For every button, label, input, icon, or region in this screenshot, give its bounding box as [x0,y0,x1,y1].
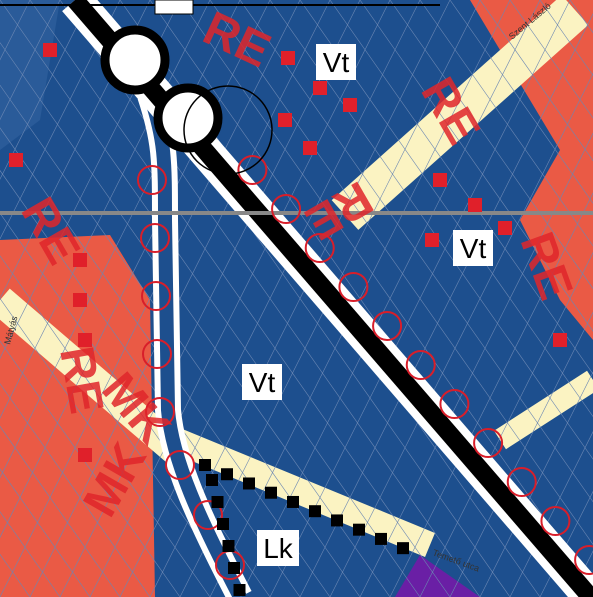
marker [433,173,447,187]
parcel-line [479,371,593,597]
protection-circle [372,311,403,341]
boundary-dot [228,562,240,574]
marker [343,98,357,112]
protection-circle [165,450,195,480]
frame-tab [154,0,194,15]
protection-circle [140,223,170,253]
marker [9,153,23,167]
road [0,288,185,462]
parcel-line [389,0,593,290]
marker [303,141,317,155]
parcel-line [389,192,593,597]
parcel-line [509,431,593,597]
zone-label-text: Vt [323,47,350,78]
marker [78,448,92,462]
marker [73,253,87,267]
label-box [453,230,493,266]
protection-circle [237,155,268,185]
protection-circle [439,389,470,419]
protection-circle [405,350,436,380]
zone-label: Vt [316,44,356,80]
station [100,25,170,95]
zone-code: RE [49,343,113,418]
protection-circle [271,194,302,224]
boundary-dot [375,532,387,545]
boundary-dot [233,584,246,596]
label-box [242,364,282,400]
station [153,83,223,153]
marker [73,293,87,307]
protection-circle [473,428,504,458]
protection-circle [304,233,335,263]
boundary-dot [243,477,255,490]
zone-label: Vt [453,230,493,266]
markers [9,43,593,596]
parcel-line [509,0,593,119]
protection-circle [142,339,172,369]
label-box [257,530,299,566]
label-box [316,44,356,80]
marker [553,333,567,347]
protection-circle [141,281,171,311]
boundary-dot [353,523,365,536]
zone-label-text: Vt [249,367,276,398]
boundary-dot [309,505,321,518]
road [170,427,435,558]
parcel-line [539,490,593,597]
marker [498,221,512,235]
zone-label-text: Lk [263,533,294,564]
boundary-dot [222,540,235,552]
marker [281,51,295,65]
parcel-line [419,252,593,597]
boundary-dot [287,495,299,508]
boundary-dot [211,496,224,508]
protection-circle [506,467,537,497]
boundary-dot [331,514,343,527]
marker [313,81,327,95]
marker [468,198,482,212]
purple-zone [395,555,480,597]
protection-circle [145,397,175,427]
boundary-dot [397,542,409,555]
zone-label: Lk [257,530,299,566]
boundary-dot [217,518,229,530]
parcel-line [359,132,593,597]
road [331,0,589,230]
protection-circle [574,545,593,575]
marker [278,113,292,127]
boundary-dot [265,486,277,499]
marker [425,233,439,247]
boundary-dot [199,459,211,471]
boundary-dot [221,468,233,481]
protection-circle [137,165,167,195]
protection-circle [540,506,571,536]
block [0,0,60,150]
red-zone [470,0,593,340]
road [494,370,593,450]
zone-label-text: Vt [460,233,487,264]
radius [183,85,273,175]
marker [78,333,92,347]
parcel-line [479,0,593,162]
protection-circle [193,500,223,530]
boundary-dot [206,474,218,486]
protection-circle [338,272,369,302]
marker [43,43,57,57]
parcel-line [419,0,593,247]
zone-label: Vt [242,364,282,400]
parcel-line [449,0,593,204]
